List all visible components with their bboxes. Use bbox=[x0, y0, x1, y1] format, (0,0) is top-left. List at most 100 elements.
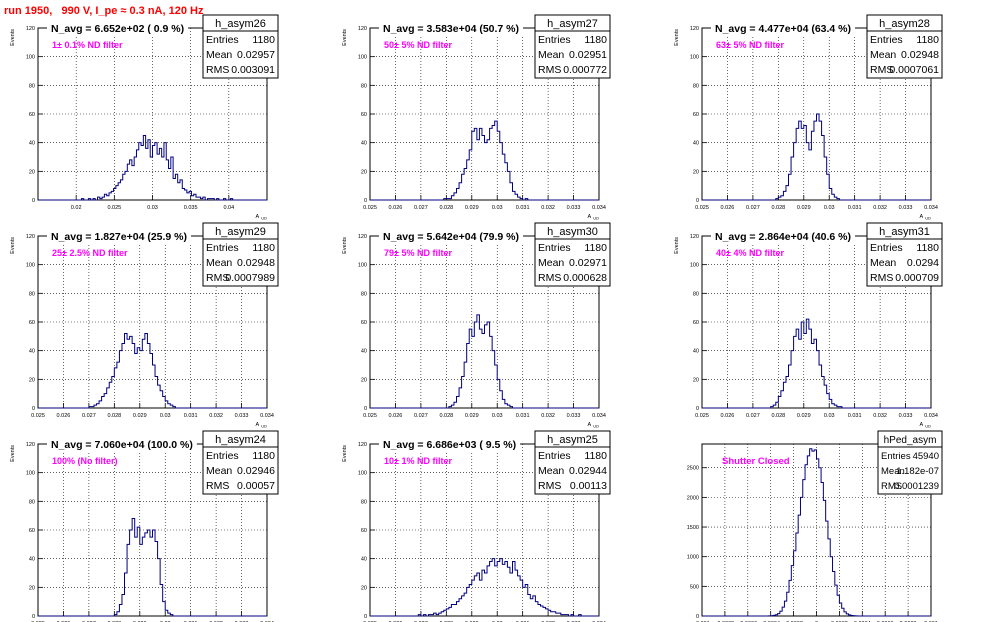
x-tick-label: 0.025 bbox=[695, 205, 709, 211]
histogram-name: h_asym30 bbox=[547, 226, 598, 238]
y-tick-label: 0 bbox=[364, 406, 367, 412]
y-tick-label: 120 bbox=[26, 234, 35, 240]
stats-label: Entries bbox=[206, 242, 239, 254]
y-axis-label: Events bbox=[10, 29, 16, 46]
x-tick-label: 0.025 bbox=[695, 413, 709, 419]
annotation-text: 63± 5% ND filter bbox=[716, 40, 784, 50]
histogram-name: hPed_asym bbox=[884, 435, 937, 446]
y-tick-label: 0 bbox=[364, 198, 367, 204]
stats-value: 0.000628 bbox=[563, 272, 607, 284]
y-tick-label: 80 bbox=[361, 499, 367, 505]
title-box bbox=[711, 20, 856, 36]
y-tick-label: 120 bbox=[690, 234, 699, 240]
stats-box bbox=[866, 14, 943, 79]
stats-value: 1.182e-07 bbox=[896, 466, 939, 477]
histogram-name: h_asym25 bbox=[547, 434, 598, 446]
y-tick-label: 100 bbox=[26, 471, 35, 477]
x-tick-label: 0.032 bbox=[541, 413, 555, 419]
histogram-name: h_asym28 bbox=[879, 18, 930, 30]
x-tick-label: 0.031 bbox=[516, 413, 530, 419]
y-tick-label: 20 bbox=[361, 169, 367, 175]
title-box bbox=[711, 228, 856, 244]
x-tick-label: 0.028 bbox=[107, 413, 121, 419]
histogram-panel-h_asym25: 0.0250.0260.0270.0280.0290.030.0310.0320… bbox=[342, 430, 611, 622]
x-tick-label: 0.027 bbox=[82, 413, 96, 419]
stats-box bbox=[202, 222, 279, 287]
stats-label: Mean bbox=[206, 465, 232, 477]
annotation-text: 25± 2.5% ND filter bbox=[52, 248, 128, 258]
y-tick-label: 100 bbox=[26, 263, 35, 269]
title-text: N_avg = 7.060e+04 (100.0 %) bbox=[51, 439, 193, 451]
stats-value: 0.000709 bbox=[895, 272, 939, 284]
stats-label: Entries bbox=[538, 34, 571, 46]
y-tick-label: 120 bbox=[26, 26, 35, 32]
x-tick-label: 0.031 bbox=[848, 413, 862, 419]
y-tick-label: 100 bbox=[358, 263, 367, 269]
y-tick-label: 0 bbox=[696, 406, 699, 412]
x-tick-label: 0.026 bbox=[389, 413, 403, 419]
y-tick-label: 500 bbox=[690, 584, 699, 590]
y-tick-label: 0 bbox=[696, 614, 699, 620]
stats-value: 0.02948 bbox=[901, 49, 939, 61]
histogram-line bbox=[38, 135, 267, 201]
y-tick-label: 100 bbox=[690, 263, 699, 269]
stats-label: Mean bbox=[538, 465, 564, 477]
x-axis-label: A UD bbox=[256, 214, 268, 221]
y-tick-label: 60 bbox=[693, 112, 699, 118]
stats-label: RMS bbox=[870, 272, 893, 284]
stats-box bbox=[202, 430, 279, 495]
y-tick-label: 20 bbox=[361, 377, 367, 383]
stats-value: 1180 bbox=[252, 34, 275, 46]
x-tick-label: 0.025 bbox=[363, 413, 377, 419]
y-tick-label: 0 bbox=[32, 406, 35, 412]
title-box bbox=[379, 436, 521, 452]
x-tick-label: 0.025 bbox=[31, 413, 45, 419]
x-tick-label: 0.027 bbox=[414, 205, 428, 211]
y-tick-label: 120 bbox=[690, 26, 699, 32]
histogram-line bbox=[702, 448, 931, 617]
y-tick-label: 20 bbox=[361, 585, 367, 591]
annotation-text: 40± 4% ND filter bbox=[716, 248, 784, 258]
stats-box bbox=[534, 430, 611, 495]
title-text: N_avg = 2.864e+04 (40.6 %) bbox=[715, 231, 851, 243]
stats-box bbox=[866, 222, 943, 287]
y-tick-label: 100 bbox=[690, 55, 699, 61]
stats-label: RMS bbox=[206, 64, 229, 76]
y-tick-label: 1000 bbox=[687, 555, 699, 561]
stats-value: 1180 bbox=[584, 34, 607, 46]
stats-label: Entries bbox=[870, 34, 903, 46]
stats-value: 1180 bbox=[584, 450, 607, 462]
x-tick-label: 0.03 bbox=[824, 205, 835, 211]
histogram-panel-h_asym24: 0.0250.0260.0270.0280.0290.030.0310.0320… bbox=[10, 430, 279, 622]
y-tick-label: 1500 bbox=[687, 525, 699, 531]
y-tick-label: 2500 bbox=[687, 466, 699, 472]
stats-label: Mean bbox=[881, 466, 905, 477]
y-tick-label: 60 bbox=[693, 320, 699, 326]
title-box bbox=[379, 228, 524, 244]
histogram-line bbox=[370, 314, 599, 409]
stats-label: RMS bbox=[206, 480, 229, 492]
stats-box bbox=[534, 14, 611, 79]
y-tick-label: 120 bbox=[358, 234, 367, 240]
x-tick-label: 0.025 bbox=[107, 205, 121, 211]
x-tick-label: 0.029 bbox=[133, 413, 147, 419]
x-tick-label: 0.03 bbox=[160, 413, 171, 419]
stats-label: Entries bbox=[206, 450, 239, 462]
x-tick-label: 0.03 bbox=[492, 205, 503, 211]
histogram-line bbox=[702, 318, 931, 409]
stats-value: 0.0007989 bbox=[225, 272, 275, 284]
y-tick-label: 80 bbox=[29, 83, 35, 89]
y-tick-label: 40 bbox=[29, 557, 35, 563]
x-axis-label: A UD bbox=[588, 214, 600, 221]
x-tick-label: 0.028 bbox=[439, 205, 453, 211]
x-tick-label: 0.025 bbox=[363, 205, 377, 211]
y-tick-label: 0 bbox=[32, 614, 35, 620]
histogram-panel-h_asym29: 0.025 0.026 0.027 0.028 0.029 0.03 0.031 0.032 0… bbox=[10, 222, 279, 429]
y-tick-label: 100 bbox=[26, 55, 35, 61]
stats-value: 0.02946 bbox=[237, 465, 275, 477]
x-tick-label: 0.027 bbox=[746, 205, 760, 211]
title-text: N_avg = 3.583e+04 (50.7 %) bbox=[383, 23, 519, 35]
histogram-name: h_asym27 bbox=[547, 18, 598, 30]
x-tick-label: 0.027 bbox=[414, 413, 428, 419]
stats-value: 0.02971 bbox=[569, 257, 607, 269]
